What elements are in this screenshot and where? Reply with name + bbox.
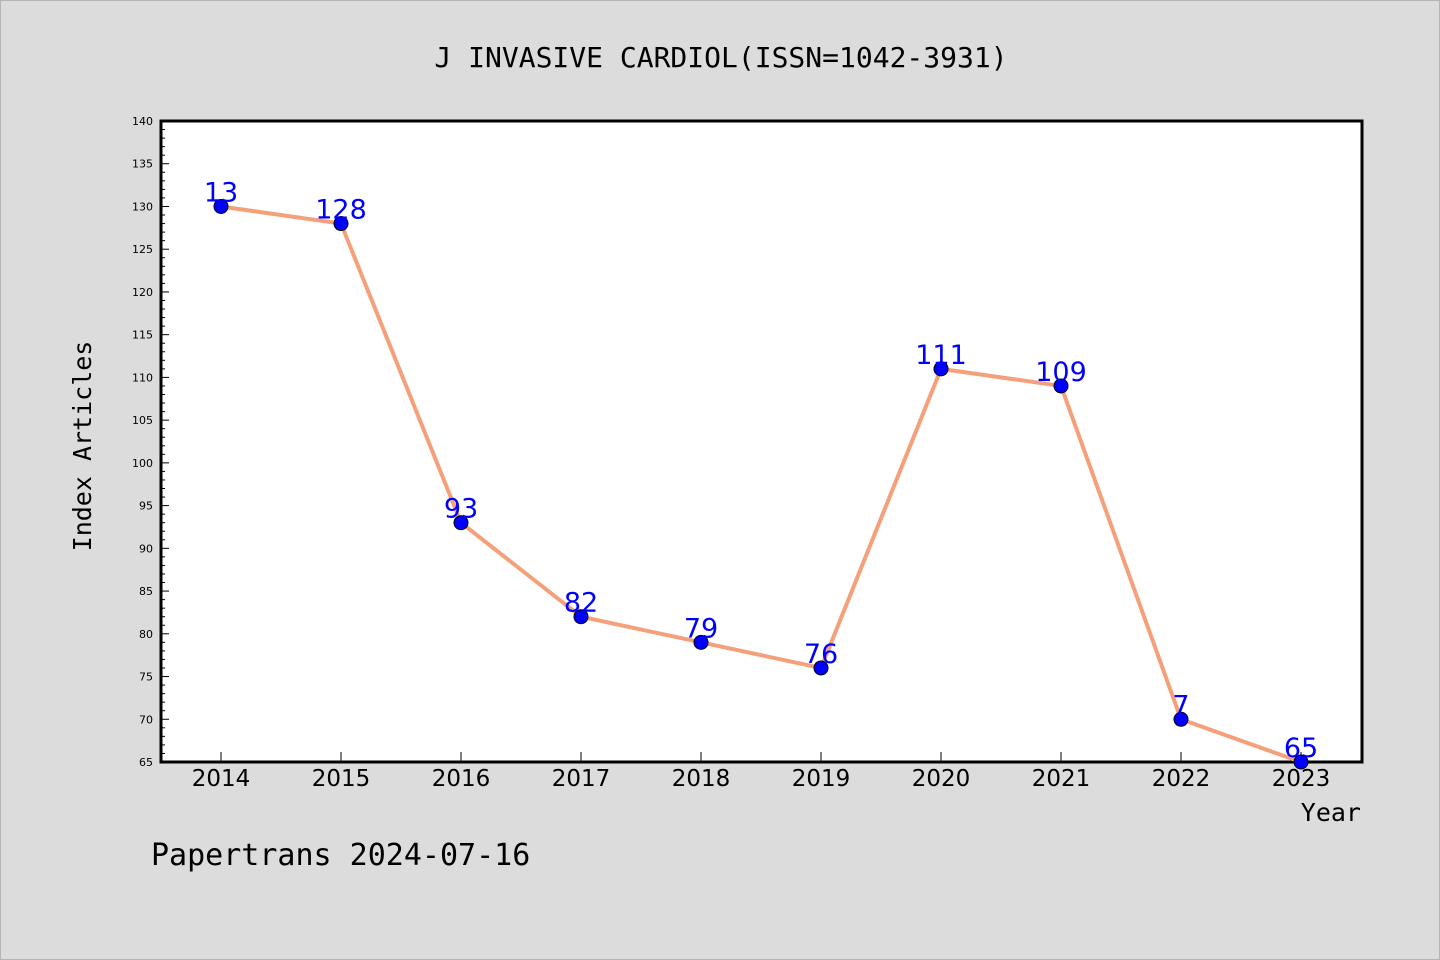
y-tick-label: 140 bbox=[132, 115, 153, 128]
y-axis-label: Index Articles bbox=[68, 341, 97, 552]
y-tick-label: 85 bbox=[139, 585, 153, 598]
data-label: 65 bbox=[1284, 733, 1318, 764]
x-tick-label: 2022 bbox=[1152, 766, 1211, 792]
y-tick-label: 65 bbox=[139, 756, 153, 769]
data-label: 82 bbox=[564, 588, 598, 619]
data-label: 76 bbox=[804, 639, 838, 670]
data-point bbox=[213, 198, 229, 214]
x-tick-label: 2015 bbox=[312, 766, 371, 792]
x-tick-label: 2014 bbox=[192, 766, 251, 792]
y-tick-label: 90 bbox=[139, 542, 153, 555]
y-tick-label: 130 bbox=[132, 200, 153, 213]
series-line bbox=[220, 204, 1302, 764]
data-point bbox=[693, 634, 709, 650]
y-tick-label: 125 bbox=[132, 243, 153, 256]
x-axis-label: Year bbox=[1301, 798, 1361, 827]
x-axis: 2014 2015 2016 2017 2018 2019 2020 2021 2022 2023 bbox=[192, 752, 1331, 792]
y-tick-label: 120 bbox=[132, 286, 153, 299]
data-point bbox=[1173, 711, 1189, 727]
y-tick-label: 100 bbox=[132, 457, 153, 470]
y-tick-label: 135 bbox=[132, 158, 153, 171]
x-tick-label: 2021 bbox=[1032, 766, 1091, 792]
data-point bbox=[453, 515, 469, 531]
data-label: 79 bbox=[684, 613, 718, 644]
y-tick-label: 75 bbox=[139, 671, 153, 684]
data-point bbox=[1293, 754, 1309, 770]
y-tick-label: 70 bbox=[139, 713, 153, 726]
x-tick-label: 2018 bbox=[672, 766, 731, 792]
data-point bbox=[333, 216, 349, 232]
data-label: 128 bbox=[315, 195, 367, 226]
x-tick-label: 2023 bbox=[1272, 766, 1331, 792]
y-tick-label: 80 bbox=[139, 628, 153, 641]
chart-title: J INVASIVE CARDIOL(ISSN=1042-3931) bbox=[434, 41, 1007, 74]
data-point bbox=[1053, 378, 1069, 394]
data-label: 111 bbox=[915, 340, 967, 371]
x-tick-label: 2016 bbox=[432, 766, 491, 792]
y-tick-label: 110 bbox=[132, 371, 153, 384]
data-label: 109 bbox=[1035, 357, 1087, 388]
data-label: 7 bbox=[1172, 690, 1189, 721]
data-label: 93 bbox=[444, 494, 478, 525]
y-axis: 65 70 75 80 85 90 95 100 105 110 115 120 125 130 135 14… bbox=[132, 115, 169, 769]
x-tick-label: 2020 bbox=[912, 766, 971, 792]
y-tick-label: 95 bbox=[139, 500, 153, 513]
data-point bbox=[813, 660, 829, 676]
x-tick-label: 2019 bbox=[792, 766, 851, 792]
data-point bbox=[573, 609, 589, 625]
y-tick-label: 105 bbox=[132, 414, 153, 427]
x-tick-label: 2017 bbox=[552, 766, 611, 792]
y-tick-label: 115 bbox=[132, 329, 153, 342]
series-line-group: 13 128 93 82 79 76 111 109 7 65 bbox=[204, 177, 1318, 770]
data-point bbox=[933, 361, 949, 377]
footer-text: Papertrans 2024-07-16 bbox=[151, 838, 530, 873]
data-label: 13 bbox=[204, 177, 238, 208]
